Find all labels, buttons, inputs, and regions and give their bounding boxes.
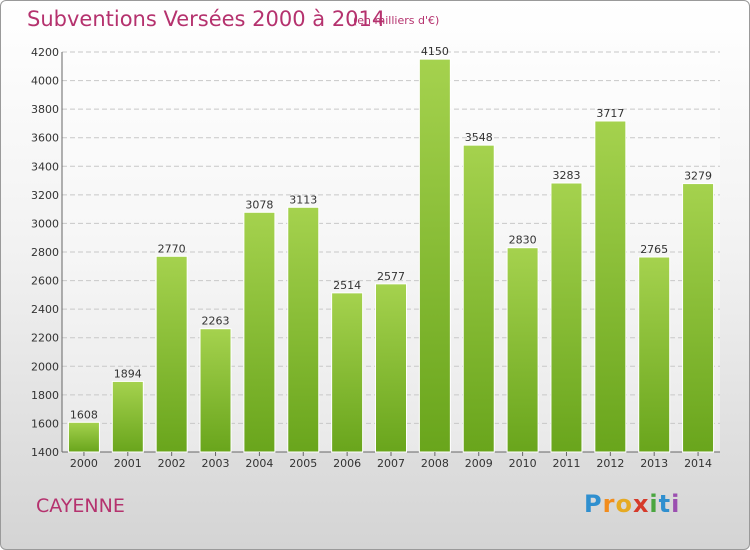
- place-name: CAYENNE: [36, 495, 125, 517]
- bar: [594, 120, 627, 453]
- bar: [418, 58, 451, 453]
- data-label: 3279: [684, 170, 712, 183]
- data-label: 3717: [596, 107, 624, 120]
- y-tick-label: 3800: [31, 103, 59, 116]
- y-tick-label: 2400: [31, 303, 59, 316]
- y-tick-label: 2200: [31, 332, 59, 345]
- data-label: 3283: [552, 169, 580, 182]
- x-tick-label: 2008: [421, 457, 449, 470]
- y-tick-label: 1600: [31, 417, 59, 430]
- logo-letter: t: [658, 490, 672, 518]
- x-tick-label: 2014: [684, 457, 712, 470]
- proxiti-logo: Proxiti: [584, 490, 680, 518]
- y-tick-label: 3400: [31, 160, 59, 173]
- bar: [506, 247, 539, 453]
- data-label: 2263: [202, 315, 230, 328]
- x-tick-label: 2005: [289, 457, 317, 470]
- bar: [243, 211, 276, 453]
- y-tick-label: 4200: [31, 46, 59, 59]
- x-tick-label: 2006: [333, 457, 361, 470]
- data-label: 3078: [245, 198, 273, 211]
- x-tick-label: 2003: [202, 457, 230, 470]
- bar: [199, 328, 232, 453]
- x-tick-label: 2007: [377, 457, 405, 470]
- data-label: 1608: [70, 408, 98, 421]
- x-tick-label: 2002: [158, 457, 186, 470]
- chart-title: Subventions Versées 2000 à 2014: [27, 7, 386, 31]
- logo-letter: o: [615, 490, 633, 518]
- bar: [682, 183, 715, 453]
- x-tick-label: 2001: [114, 457, 142, 470]
- y-tick-label: 3000: [31, 217, 59, 230]
- bar: [67, 421, 100, 453]
- logo-letter: i: [671, 490, 681, 518]
- y-tick-label: 1800: [31, 389, 59, 402]
- logo-letter: P: [584, 490, 603, 518]
- bar: [331, 292, 364, 453]
- bar: [462, 144, 495, 453]
- x-tick-label: 2004: [245, 457, 273, 470]
- data-label: 3548: [465, 131, 493, 144]
- data-label: 1894: [114, 367, 142, 380]
- data-label: 2830: [509, 234, 537, 247]
- x-tick-label: 2013: [640, 457, 668, 470]
- x-tick-label: 2000: [70, 457, 98, 470]
- chart-unit: (en milliers d'€): [353, 14, 440, 27]
- data-label: 3113: [289, 193, 317, 206]
- data-label: 2770: [158, 242, 186, 255]
- bar: [550, 182, 583, 453]
- logo-letter: x: [632, 490, 650, 518]
- bar: [155, 255, 188, 453]
- logo-letter: r: [602, 490, 616, 518]
- y-tick-label: 1400: [31, 446, 59, 459]
- y-tick-label: 3600: [31, 132, 59, 145]
- x-tick-label: 2011: [552, 457, 580, 470]
- bar: [638, 256, 671, 453]
- y-tick-label: 2600: [31, 275, 59, 288]
- data-label: 2514: [333, 279, 361, 292]
- data-label: 4150: [421, 45, 449, 58]
- x-tick-label: 2010: [509, 457, 537, 470]
- y-tick-label: 2000: [31, 360, 59, 373]
- bar: [111, 380, 144, 453]
- logo-letter: i: [649, 490, 659, 518]
- data-label: 2765: [640, 243, 668, 256]
- x-tick-label: 2012: [596, 457, 624, 470]
- y-tick-label: 4000: [31, 75, 59, 88]
- bar: [375, 283, 407, 453]
- x-tick-label: 2009: [465, 457, 493, 470]
- y-tick-label: 2800: [31, 246, 59, 259]
- y-tick-label: 3200: [31, 189, 59, 202]
- data-label: 2577: [377, 270, 405, 283]
- bar: [287, 206, 320, 453]
